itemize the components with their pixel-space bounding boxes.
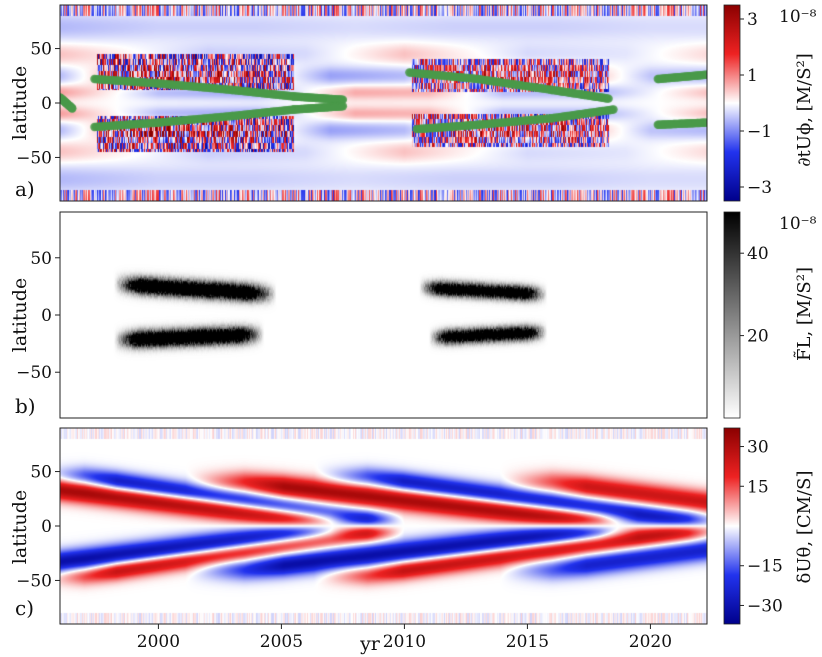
- colorbar-ticks-a: 3 1 −1 −3: [740, 10, 772, 198]
- heatmap-a: [60, 5, 707, 201]
- xtick-label: 2020: [629, 632, 672, 652]
- yticks-c: 50 0 −50: [16, 463, 60, 591]
- colorbar-tick-label: −3: [747, 178, 772, 198]
- ylabel-c: latitude: [9, 490, 31, 564]
- colorbar-label-a: ∂tUϕ, [M/S²]: [794, 53, 815, 167]
- colorbar-ticks-c: 30 15 −15 −30: [740, 438, 783, 616]
- panel-label-c: c): [15, 596, 34, 620]
- ytick-label: 0: [41, 517, 52, 537]
- ytick-label: 0: [41, 306, 52, 326]
- xticks-c: 2000 2005 2010 2015 2020: [137, 624, 672, 652]
- colorbar-a: [723, 4, 741, 202]
- panel-label-a: a): [15, 177, 35, 201]
- colorbar-tick-label: 3: [747, 10, 758, 30]
- colorbar-c: [723, 427, 741, 625]
- ytick-label: 50: [30, 463, 52, 483]
- colorbar-tick-label: −30: [747, 596, 783, 616]
- colorbar-tick-label: 20: [747, 327, 769, 347]
- panel-c: 500−50 2000 2005 2010 2015 2020 latitude yr …: [9, 427, 815, 655]
- panel-label-b: b): [15, 394, 36, 418]
- heatmap-b: [60, 212, 707, 418]
- xtick-label: 2010: [383, 632, 426, 652]
- colorbar-ticks-b: 40 20: [740, 244, 769, 347]
- ylabel-a: latitude: [9, 66, 31, 140]
- ylabel-b: latitude: [9, 278, 31, 352]
- heatmap-c: [60, 428, 707, 624]
- ytick-label: 0: [41, 94, 52, 114]
- ytick-label: 50: [30, 40, 52, 60]
- panel-a: 50 0 −50 latitude a) 3 1 −1 −3 10⁻⁸ ∂tUϕ, [M/…: [9, 4, 817, 202]
- colorbar-tick-label: 40: [747, 244, 769, 264]
- colorbar-label-b: F̃L, [M/S²]: [793, 267, 815, 361]
- colorbar-exponent-a: 10⁻⁸: [779, 7, 817, 27]
- xtick-label: 2015: [506, 632, 549, 652]
- xtick-label: 2005: [260, 632, 303, 652]
- colorbar-label-c: δUθ, [CM/S]: [794, 471, 815, 584]
- colorbar-tick-label: 30: [747, 438, 769, 458]
- yticks-a: 50 0 −50: [16, 40, 60, 168]
- colorbar-tick-label: −15: [747, 557, 783, 577]
- yticks-b: 50 0 −50: [16, 249, 60, 383]
- panel-b: 50 0 −50 latitude b) 40 20 10⁻⁸ F̃L, [M/S²]: [9, 211, 817, 419]
- colorbar-exponent-b: 10⁻⁸: [779, 214, 817, 234]
- ytick-label: −50: [16, 148, 52, 168]
- ytick-label: 50: [30, 249, 52, 269]
- xlabel-c: yr: [359, 633, 381, 655]
- colorbar-tick-label: 1: [747, 66, 758, 86]
- colorbar-tick-label: 15: [747, 477, 769, 497]
- ytick-label: −50: [16, 363, 52, 383]
- colorbar-tick-label: −1: [747, 122, 772, 142]
- xtick-label: 2000: [137, 632, 180, 652]
- ytick-label: −50: [16, 571, 52, 591]
- colorbar-b: [723, 211, 741, 419]
